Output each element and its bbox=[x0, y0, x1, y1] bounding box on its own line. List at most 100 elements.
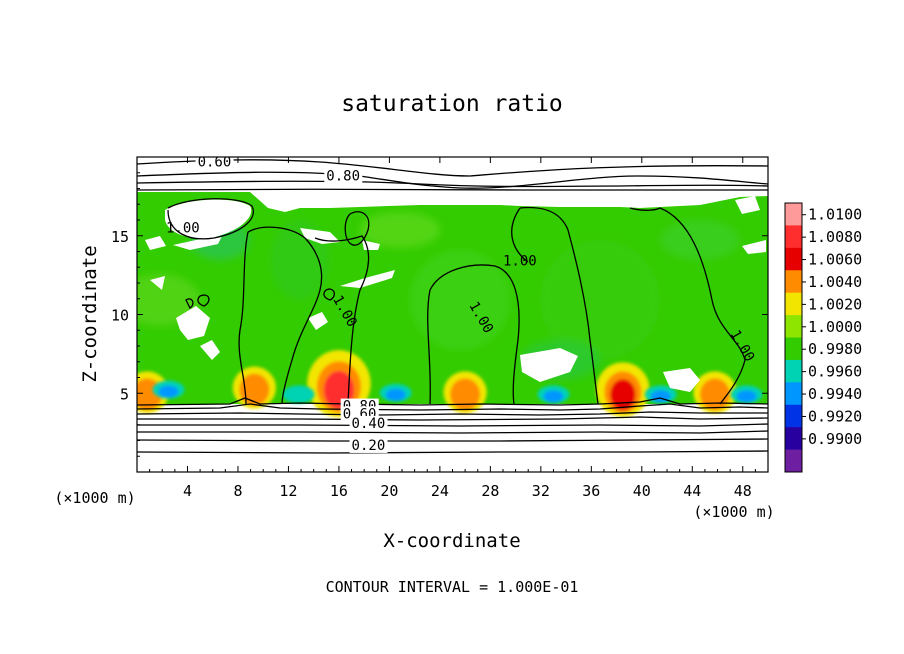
contour-label-bg bbox=[195, 157, 234, 170]
cold-spot-core bbox=[158, 385, 179, 398]
x-tick-label: 36 bbox=[582, 482, 600, 500]
contour-line bbox=[429, 264, 520, 405]
contour-line bbox=[137, 450, 768, 454]
contour-line bbox=[629, 207, 661, 211]
contour-line bbox=[197, 294, 210, 307]
y-tick-label: 15 bbox=[111, 228, 129, 246]
contour-line bbox=[238, 231, 249, 405]
contour-labels: 0.600.801.001.001.001.001.000.800.600.40… bbox=[166, 154, 757, 454]
cloud-free-patch bbox=[145, 236, 166, 250]
cold-spot-core bbox=[736, 390, 757, 403]
cloud-free-patch bbox=[735, 196, 760, 214]
x-tick-label: 8 bbox=[233, 482, 242, 500]
x-tick-label: 20 bbox=[380, 482, 398, 500]
x-axis-label: X-coordinate bbox=[383, 530, 520, 552]
contour-line bbox=[247, 226, 323, 405]
field-tint bbox=[660, 220, 740, 260]
contour-line bbox=[137, 411, 768, 416]
colorbar-label: 1.0020 bbox=[808, 295, 862, 313]
colorbar-swatch bbox=[785, 292, 802, 316]
contour-line bbox=[137, 403, 768, 411]
colorbar-label: 1.0060 bbox=[808, 251, 862, 269]
hot-spot-core bbox=[137, 384, 158, 409]
contour-line bbox=[137, 180, 768, 188]
contour-line bbox=[314, 235, 370, 405]
cloud-free-patch bbox=[663, 368, 700, 392]
y-axis-ticks: 5 10 15 bbox=[111, 172, 768, 457]
contour-line bbox=[344, 211, 370, 246]
colorbar-swatch bbox=[785, 449, 802, 473]
y-axis-label: Z-coordinate bbox=[79, 245, 101, 382]
x-tick-label: 24 bbox=[431, 482, 449, 500]
cloud-free-patch bbox=[173, 236, 222, 250]
x-tick-label: 40 bbox=[633, 482, 651, 500]
colorbar-label: 0.9980 bbox=[808, 340, 862, 358]
contour-line bbox=[137, 171, 768, 189]
chart-title: saturation ratio bbox=[341, 91, 563, 117]
cloud-free-patch bbox=[290, 196, 300, 208]
cloud-free-patch bbox=[362, 240, 380, 250]
field-tint bbox=[360, 212, 440, 248]
contour-lines bbox=[137, 159, 768, 454]
cloud-free-patch bbox=[520, 348, 578, 382]
cloud-free-patch bbox=[300, 228, 340, 244]
contour-interval-note: CONTOUR INTERVAL = 1.000E-01 bbox=[326, 578, 579, 596]
x-unit-right: (×1000 m) bbox=[693, 503, 774, 521]
x-tick-label: 28 bbox=[481, 482, 499, 500]
x-tick-label: 4 bbox=[183, 482, 192, 500]
contour-line bbox=[137, 159, 768, 177]
hot-spot-core bbox=[454, 384, 476, 409]
contour-line bbox=[137, 430, 768, 434]
contour-label-bg bbox=[324, 168, 363, 184]
field-tint bbox=[540, 240, 660, 360]
cold-spot-core bbox=[288, 390, 309, 403]
x-tick-label: 12 bbox=[279, 482, 297, 500]
colorbar-swatch bbox=[785, 337, 802, 361]
cloud-free-patch bbox=[742, 240, 766, 254]
x-tick-label: 44 bbox=[683, 482, 701, 500]
contour-line bbox=[137, 438, 768, 442]
cloud-free-patch bbox=[308, 312, 328, 330]
contour-label: 0.60 bbox=[198, 154, 232, 170]
x-tick-label: 16 bbox=[330, 482, 348, 500]
colorbar-label: 0.9900 bbox=[808, 430, 862, 448]
contour-line bbox=[137, 416, 768, 421]
field-tint bbox=[410, 250, 510, 350]
contour-label: 0.20 bbox=[352, 438, 386, 454]
contour-line bbox=[519, 206, 599, 405]
y-tick-label: 10 bbox=[111, 307, 129, 325]
colorbar-label: 1.0080 bbox=[808, 228, 862, 246]
contour-line bbox=[323, 288, 335, 301]
colorbar-swatch bbox=[785, 225, 802, 249]
cloud-free-patch bbox=[176, 306, 210, 340]
plot-area: 0.600.801.001.001.001.001.000.800.600.40… bbox=[136, 154, 769, 473]
colorbar-label: 1.0100 bbox=[808, 206, 862, 224]
cloud-free-patch bbox=[340, 270, 395, 288]
subsaturation-spots bbox=[152, 380, 763, 404]
field-tint bbox=[137, 274, 200, 326]
contour-label: 0.80 bbox=[326, 169, 360, 185]
colorbar-swatch bbox=[785, 247, 802, 271]
colorbar-swatch bbox=[785, 315, 802, 338]
colorbar-label: 0.9920 bbox=[808, 407, 862, 425]
colorbar-swatch bbox=[785, 359, 802, 383]
contour-line bbox=[427, 289, 431, 405]
contour-line bbox=[659, 207, 746, 405]
hot-spot-core bbox=[610, 379, 636, 411]
x-tick-label: 32 bbox=[532, 482, 550, 500]
x-unit-left: (×1000 m) bbox=[54, 489, 135, 507]
cloud-free-patch bbox=[150, 276, 165, 290]
x-axis-ticks: 4 8 12 16 20 24 28 32 36 40 44 48 bbox=[149, 157, 756, 500]
contour-label-bg bbox=[349, 415, 388, 431]
contour-line bbox=[137, 423, 768, 427]
colorbar-swatch bbox=[785, 382, 802, 406]
hot-spot-core bbox=[704, 384, 726, 409]
contour-label: 1.00 bbox=[503, 254, 537, 270]
colorbar-swatch bbox=[785, 203, 802, 226]
colorbar-frame bbox=[784, 202, 803, 473]
colorbar-swatch bbox=[785, 270, 802, 294]
contour-label: 0.40 bbox=[352, 416, 386, 432]
cloud-free-patches bbox=[145, 196, 766, 392]
contour-line bbox=[167, 198, 254, 240]
